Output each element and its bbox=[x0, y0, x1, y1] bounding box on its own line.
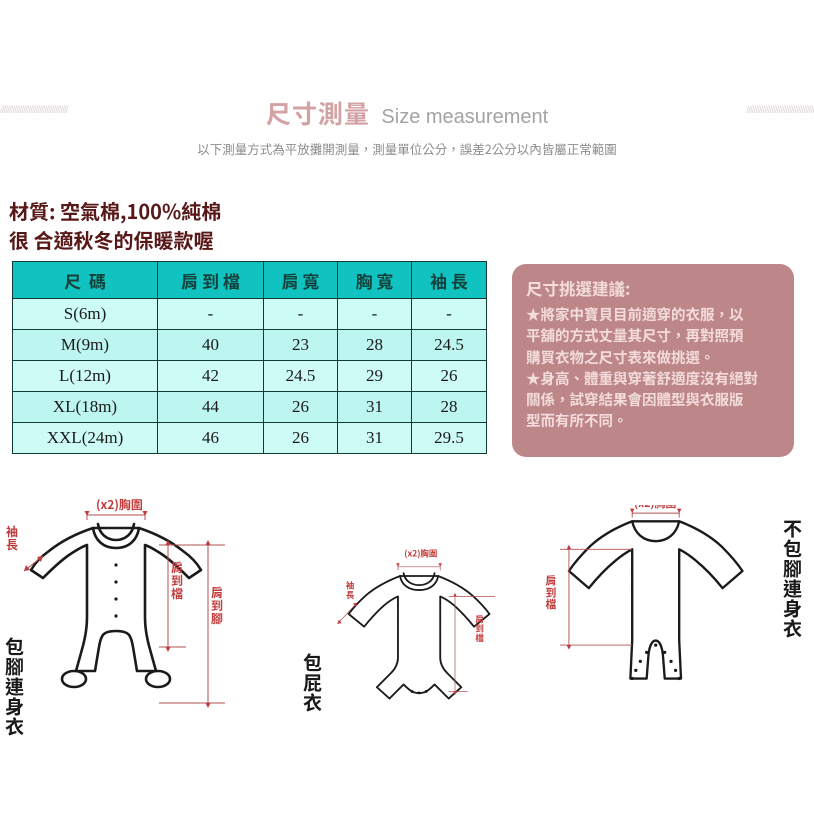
svg-text:(x2)胸圍: (x2)胸圍 bbox=[404, 547, 437, 559]
svg-text:檔: 檔 bbox=[475, 632, 484, 644]
svg-text:腳: 腳 bbox=[211, 610, 223, 627]
svg-text:(x2)胸圍: (x2)胸圍 bbox=[96, 497, 143, 513]
svg-text:(x2)胸圍: (x2)胸圍 bbox=[634, 505, 676, 511]
svg-text:長: 長 bbox=[6, 536, 18, 553]
svg-text:長: 長 bbox=[346, 589, 355, 601]
svg-text:檔: 檔 bbox=[545, 596, 556, 612]
svg-text:檔: 檔 bbox=[171, 585, 183, 602]
